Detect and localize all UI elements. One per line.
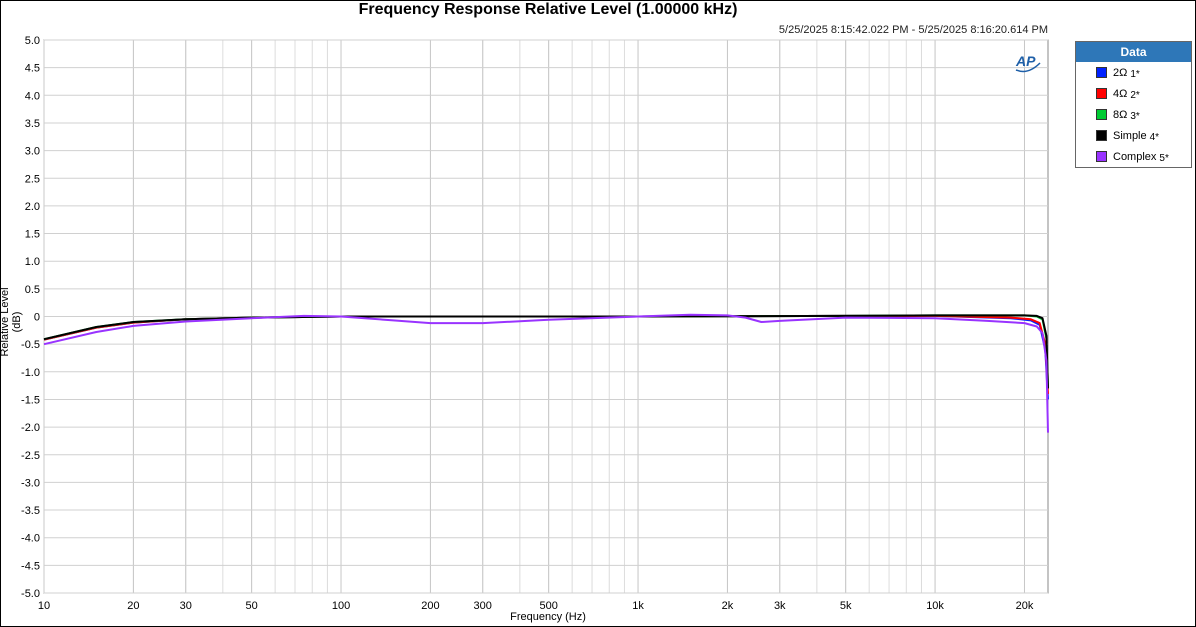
y-tick-label: 1.0 bbox=[25, 256, 40, 268]
legend-suffix: 4* bbox=[1149, 132, 1160, 143]
y-tick-label: -3.5 bbox=[21, 505, 40, 517]
y-tick-label: -4.0 bbox=[21, 533, 40, 545]
x-tick-label: 10k bbox=[926, 600, 944, 612]
legend-suffix: 5* bbox=[1159, 153, 1169, 164]
y-tick-label: -1.5 bbox=[21, 394, 40, 406]
chart-title: Frequency Response Relative Level (1.000… bbox=[358, 1, 738, 18]
legend: Data 2Ω 1* 4Ω 2* 8Ω 3* Simple 4* Complex 5* bbox=[1075, 41, 1192, 168]
y-tick-label: 3.5 bbox=[25, 118, 40, 130]
x-tick-label: 200 bbox=[421, 600, 439, 612]
y-tick-label: 0.5 bbox=[25, 284, 40, 296]
x-tick-label: 300 bbox=[474, 600, 492, 612]
legend-suffix: 1* bbox=[1130, 69, 1140, 80]
svg-text:AP: AP bbox=[1015, 53, 1036, 69]
x-tick-label: 20k bbox=[1016, 600, 1034, 612]
legend-swatch bbox=[1096, 88, 1107, 99]
chart-timestamp: 5/25/2025 8:15:42.022 PM - 5/25/2025 8:1… bbox=[778, 24, 1048, 36]
legend-swatch bbox=[1096, 67, 1107, 78]
y-axis-label: Relative Level (dB) bbox=[0, 287, 23, 357]
y-tick-label: -2.0 bbox=[21, 422, 40, 434]
y-tick-label: 0 bbox=[34, 312, 40, 324]
x-tick-label: 500 bbox=[539, 600, 557, 612]
x-axis-label: Frequency (Hz) bbox=[510, 611, 586, 623]
y-tick-label: 3.0 bbox=[25, 146, 40, 158]
legend-item[interactable]: 2Ω 1* bbox=[1076, 62, 1191, 83]
legend-suffix: 2* bbox=[1130, 90, 1140, 101]
legend-suffix: 3* bbox=[1130, 111, 1140, 122]
legend-swatch bbox=[1096, 130, 1107, 141]
y-tick-label: -5.0 bbox=[21, 588, 40, 600]
y-tick-label: 4.0 bbox=[25, 90, 40, 102]
x-tick-label: 5k bbox=[840, 600, 852, 612]
legend-label: 8Ω bbox=[1113, 108, 1128, 121]
legend-item[interactable]: Simple 4* bbox=[1076, 125, 1191, 146]
x-tick-label: 20 bbox=[127, 600, 139, 612]
y-tick-label: -2.5 bbox=[21, 450, 40, 462]
legend-item[interactable]: 4Ω 2* bbox=[1076, 83, 1191, 104]
y-tick-label: 2.5 bbox=[25, 173, 40, 185]
series-line bbox=[43, 313, 1049, 433]
y-tick-label: -1.0 bbox=[21, 367, 40, 379]
x-tick-label: 1k bbox=[632, 600, 644, 612]
y-tick-label: -4.5 bbox=[21, 560, 40, 572]
legend-item[interactable]: Complex 5* bbox=[1076, 146, 1191, 167]
legend-label: 2Ω bbox=[1113, 66, 1128, 79]
legend-item[interactable]: 8Ω 3* bbox=[1076, 104, 1191, 125]
ap-logo: AP bbox=[1013, 49, 1043, 80]
y-tick-label: 4.5 bbox=[25, 63, 40, 75]
x-tick-label: 100 bbox=[332, 600, 350, 612]
x-tick-label: 10 bbox=[38, 600, 50, 612]
y-tick-label: -3.0 bbox=[21, 477, 40, 489]
y-tick-label: 2.0 bbox=[25, 201, 40, 213]
legend-label: 4Ω bbox=[1113, 87, 1128, 100]
legend-label: Simple bbox=[1113, 129, 1147, 142]
legend-swatch bbox=[1096, 109, 1107, 120]
y-tick-label: 5.0 bbox=[25, 35, 40, 47]
x-tick-label: 3k bbox=[774, 600, 786, 612]
y-tick-label: 1.5 bbox=[25, 229, 40, 241]
x-tick-label: 2k bbox=[722, 600, 734, 612]
legend-title: Data bbox=[1076, 42, 1191, 62]
legend-swatch bbox=[1096, 151, 1107, 162]
x-tick-label: 30 bbox=[180, 600, 192, 612]
x-tick-label: 50 bbox=[245, 600, 257, 612]
legend-label: Complex bbox=[1113, 150, 1157, 163]
y-tick-label: -0.5 bbox=[21, 339, 40, 351]
